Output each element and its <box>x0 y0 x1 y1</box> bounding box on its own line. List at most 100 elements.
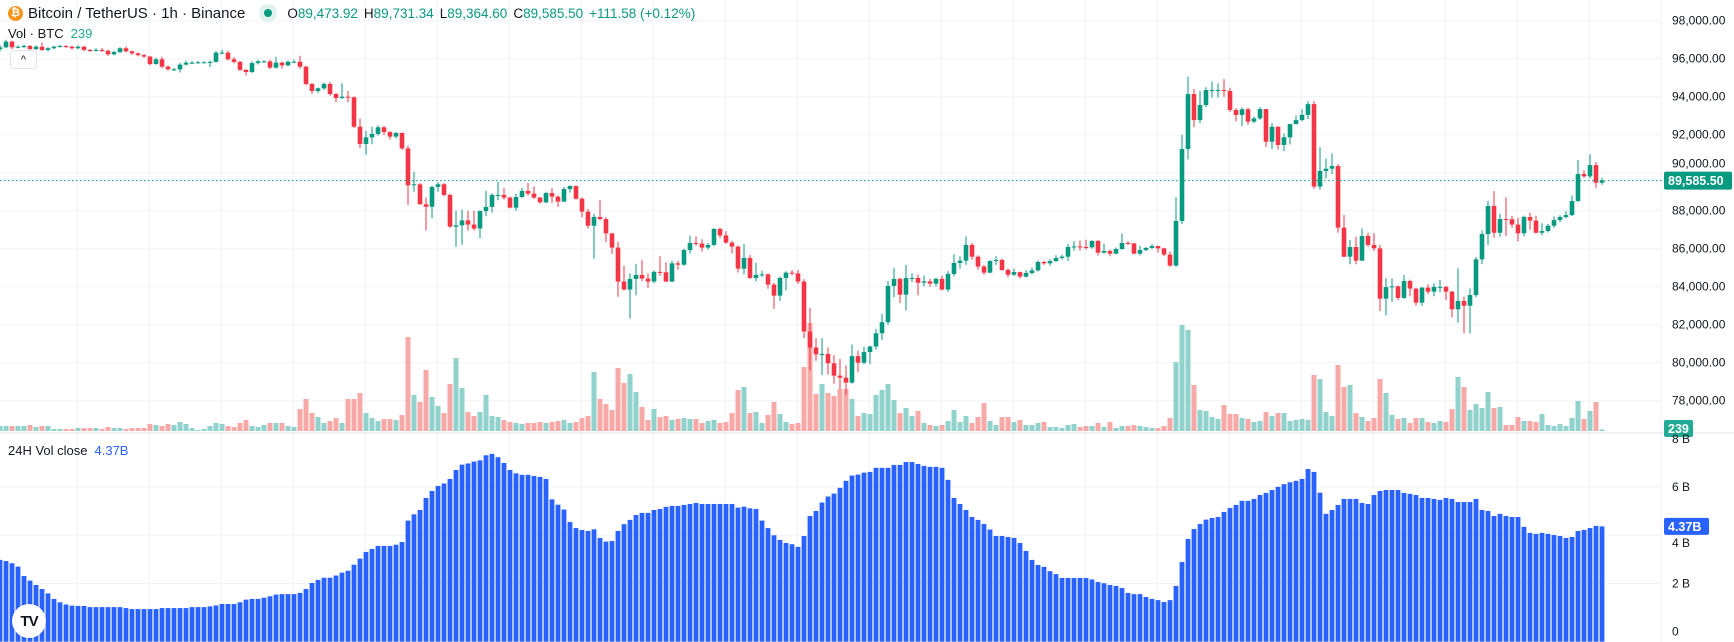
candle-body <box>855 356 861 363</box>
tradingview-logo[interactable]: TV <box>12 604 46 638</box>
candle-body <box>147 56 153 65</box>
volume-bar <box>1479 408 1485 431</box>
candle-body <box>1035 262 1041 271</box>
candle-body <box>753 274 759 278</box>
candle <box>759 270 765 278</box>
volume-24h-bar <box>1023 550 1029 642</box>
candle-body <box>747 258 753 278</box>
candle <box>1581 170 1587 178</box>
volume-24h-bar <box>303 589 309 642</box>
volume-24h-bar <box>237 602 243 642</box>
candle <box>945 271 951 292</box>
candle <box>969 243 975 260</box>
candle <box>21 44 27 49</box>
candle-body <box>1443 286 1449 292</box>
volume-24h-bar <box>1419 497 1425 642</box>
volume-bar <box>735 390 741 431</box>
volume-24h-bar <box>453 469 459 642</box>
candle-body <box>477 211 483 229</box>
ohlc-low: L89,364.60 <box>439 5 508 21</box>
candle-body <box>1317 170 1323 187</box>
candle-body <box>705 244 711 248</box>
volume-24h-bar <box>1269 489 1275 642</box>
candle <box>693 236 699 246</box>
candle-body <box>1431 286 1437 292</box>
volume-24h-bar <box>351 564 357 642</box>
market-open-dot-icon[interactable] <box>259 4 278 22</box>
volume-bar <box>1593 402 1599 431</box>
volume-bar <box>159 426 165 431</box>
volume-legend[interactable]: Vol · BTC 239 <box>8 26 92 41</box>
volume-bar <box>999 417 1005 431</box>
candle-body <box>315 88 321 91</box>
volume-24h-bar <box>693 503 699 642</box>
volume-bar <box>1455 377 1461 431</box>
candle <box>285 60 291 67</box>
volume-bar <box>471 416 477 431</box>
volume-24h-bar <box>393 544 399 642</box>
candle-body <box>21 45 27 47</box>
volume-24h-bar <box>1593 525 1599 642</box>
volume-24h-bar <box>1185 538 1191 642</box>
volume-24h-legend[interactable]: 24H Vol close 4.37B <box>8 443 128 458</box>
candle-body <box>75 46 81 49</box>
candle <box>177 62 183 73</box>
volume-24h-bar <box>537 476 543 642</box>
volume-bar <box>1017 420 1023 431</box>
price-axis-label: 80,000.00 <box>1672 356 1726 370</box>
candle <box>831 355 837 384</box>
candle-body <box>321 83 327 89</box>
price-axis-label: 90,000.00 <box>1672 157 1726 171</box>
candle-body <box>1173 220 1179 266</box>
volume-24h-axis-label: 2 B <box>1672 577 1690 591</box>
candle <box>147 55 153 66</box>
volume-bar <box>1005 417 1011 431</box>
candle <box>993 256 999 265</box>
volume-24h-bar <box>765 528 771 642</box>
volume-24h-bar <box>939 467 945 642</box>
candle-body <box>657 271 663 273</box>
candle <box>1449 290 1455 318</box>
volume-24h-bar <box>1563 537 1569 642</box>
candle <box>465 210 471 231</box>
volume-24h-axis[interactable]: 8 B 6 B 4 B 2 B 0 4.37B <box>1664 432 1709 639</box>
price-axis[interactable]: 98,000.00 96,000.00 94,000.00 92,000.00 90,0… <box>1664 14 1732 437</box>
collapse-legend-button[interactable]: ^ <box>10 50 37 69</box>
candle-body <box>69 46 75 49</box>
candle-body <box>1371 244 1377 249</box>
candle-body <box>777 277 783 296</box>
candle <box>891 267 897 298</box>
volume-24h-bar <box>1383 489 1389 642</box>
volume-bar <box>1515 417 1521 431</box>
volume-24h-bar <box>957 503 963 642</box>
volume-bar <box>111 428 117 431</box>
volume-bar <box>783 422 789 431</box>
symbol-title[interactable]: Bitcoin / TetherUS · 1h · Binance <box>28 4 246 22</box>
volume-24h-bar <box>1227 508 1233 642</box>
candle-body <box>1167 254 1173 266</box>
candle-body <box>261 61 267 63</box>
volume-bar <box>1089 426 1095 431</box>
candle-body <box>1125 243 1131 244</box>
candle-body <box>1137 250 1143 254</box>
candle-body <box>741 258 747 269</box>
candle-body <box>45 48 51 50</box>
candle <box>477 210 483 239</box>
candle-body <box>1131 243 1137 254</box>
candle-body <box>615 247 621 282</box>
volume-bar <box>501 420 507 431</box>
volume-bar <box>1107 422 1113 431</box>
candle <box>1191 89 1197 128</box>
volume-24h-bar <box>807 516 813 642</box>
volume-24h-bar <box>1395 489 1401 642</box>
candle <box>57 44 63 48</box>
volume-bar <box>915 411 921 431</box>
candle <box>741 244 747 275</box>
volume-bar <box>867 414 873 431</box>
volume-24h-bar <box>153 609 159 642</box>
candle <box>399 132 405 150</box>
volume-bar <box>711 420 717 431</box>
volume-bar <box>699 423 705 431</box>
volume-24h-bar <box>1101 583 1107 642</box>
